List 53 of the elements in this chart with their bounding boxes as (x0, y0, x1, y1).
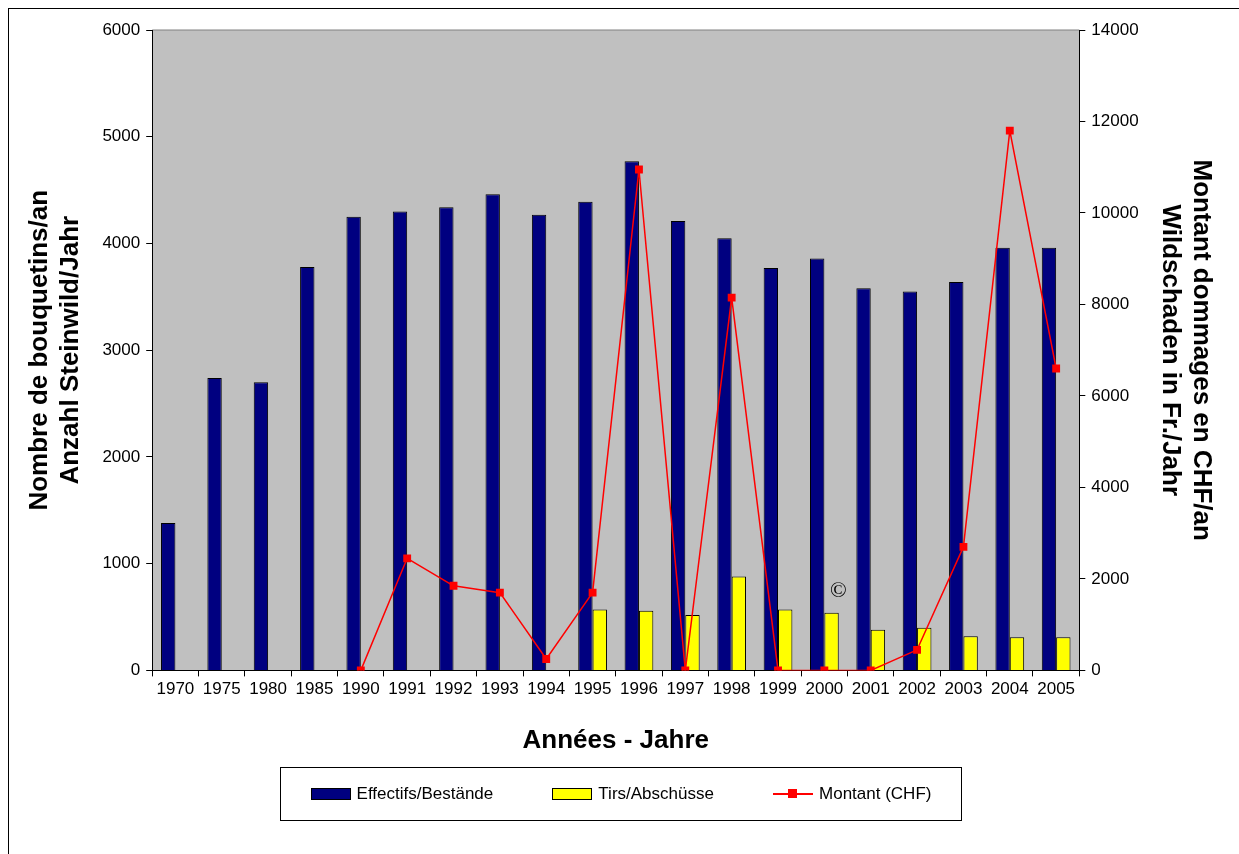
x-tick-label: 1999 (759, 679, 797, 699)
point (1005, 126, 1014, 135)
y-tick-label: 1000 (102, 553, 141, 573)
x-axis-title: Années - Jahre (522, 723, 709, 754)
x-tick-label: 1995 (573, 679, 612, 699)
x-tick-label: 1975 (202, 679, 241, 699)
y-tick-label: 6000 (102, 19, 141, 39)
x-tick-label: 1996 (620, 679, 658, 699)
point (913, 645, 922, 654)
y2-tick-label: 10000 (1091, 202, 1139, 222)
y2-tick-label: 14000 (1091, 19, 1139, 39)
x-tick-label: 2001 (851, 679, 890, 699)
y2-axis-title: Montant dommages en CHF/an Wildschaden in Fr./Jahr (1157, 159, 1219, 541)
legend-label: Effectifs/Bestände (356, 784, 494, 804)
x-tick-label: 2003 (944, 679, 983, 699)
x-tick-label: 1990 (341, 679, 380, 699)
legend-label: Montant (CHF) (819, 784, 932, 804)
x-tick-label: 1992 (434, 679, 473, 699)
x-tick-label: 1994 (527, 679, 566, 699)
point (403, 554, 412, 563)
x-tick-label: 1991 (388, 679, 427, 699)
y2-tick-label: 2000 (1091, 568, 1130, 588)
y2-tick-label: 4000 (1091, 477, 1130, 497)
y2-tick-label: 8000 (1091, 294, 1130, 314)
x-tick-label: 1980 (249, 679, 288, 699)
point (635, 165, 643, 174)
point (727, 293, 736, 302)
y-tick-label: 2000 (102, 446, 141, 466)
point (495, 588, 504, 597)
y-tick-label: 3000 (102, 339, 141, 359)
point (1052, 364, 1061, 373)
y2-tick-label: 12000 (1091, 111, 1139, 131)
y-tick-label: 4000 (102, 233, 141, 253)
x-tick-label: 1985 (295, 679, 334, 699)
y2-tick-label: 6000 (1091, 385, 1130, 405)
point (588, 588, 597, 597)
y-axis-title: Nombre de bouquetins/an Anzahl Steinwild/Jahr (22, 189, 84, 511)
x-tick-label: 2005 (1037, 679, 1076, 699)
x-tick-label: 1993 (480, 679, 519, 699)
y-tick-label: 0 (130, 660, 141, 680)
point (542, 655, 551, 663)
point (959, 542, 968, 551)
x-tick-label: 2000 (805, 679, 844, 699)
legend-label: Tirs/Abschüsse (598, 784, 714, 804)
annotation: © (830, 576, 847, 602)
x-tick-label: 2002 (898, 679, 936, 699)
x-tick-label: 2004 (990, 679, 1029, 699)
x-tick-label: 1997 (666, 679, 705, 699)
x-tick-label: 1970 (156, 679, 195, 699)
y2-tick-label: 0 (1091, 660, 1101, 680)
y-tick-label: 5000 (102, 126, 141, 146)
point (449, 581, 458, 590)
x-tick-label: 1998 (712, 679, 751, 699)
